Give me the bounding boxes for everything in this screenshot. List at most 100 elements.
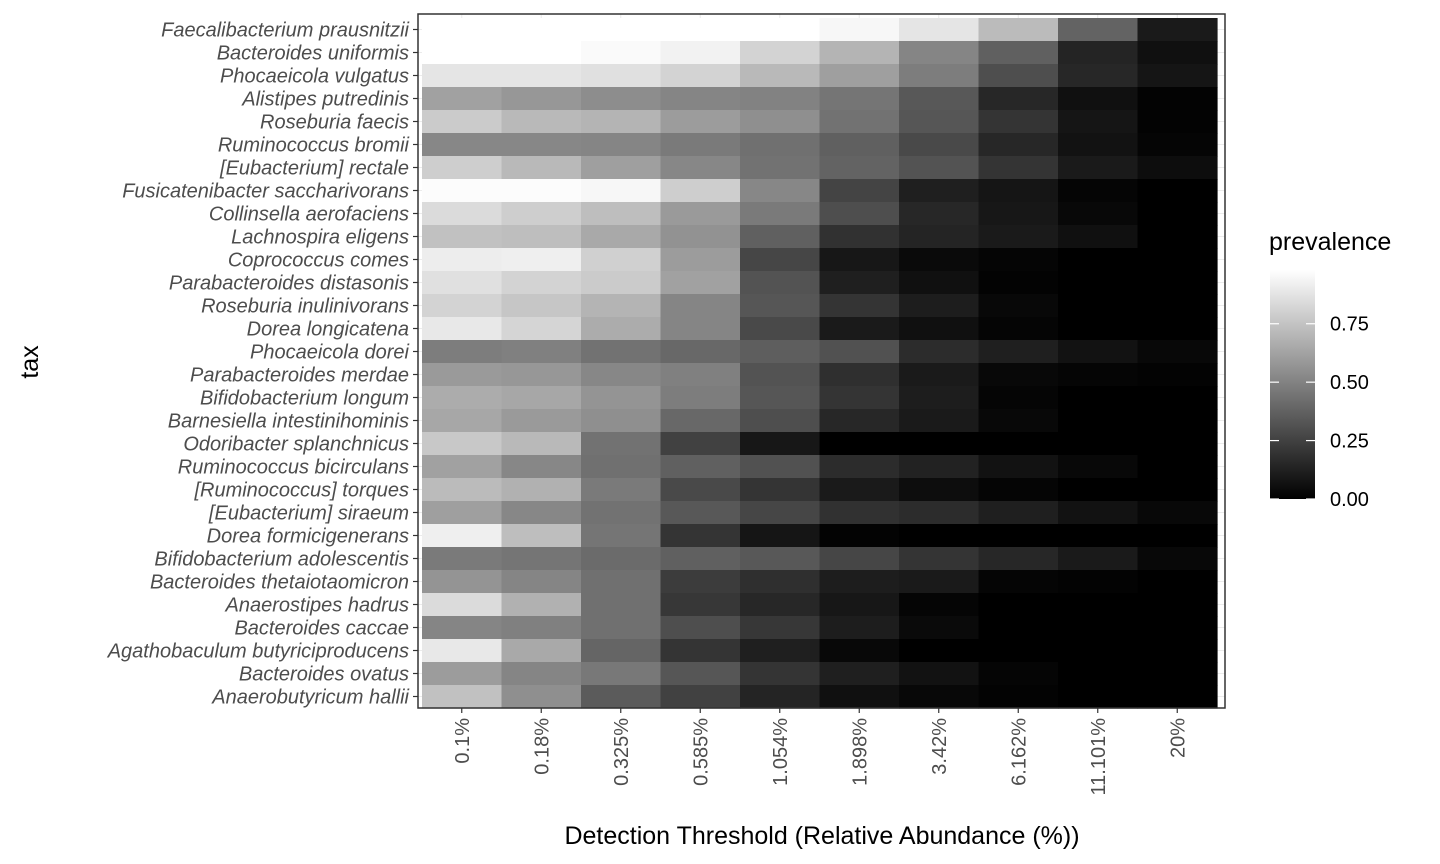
legend-ticks: 0.00 0.25 0.50 0.75	[1270, 314, 1369, 511]
heatmap-cell	[1058, 156, 1139, 180]
heatmap-cell	[819, 409, 900, 433]
heatmap-cell	[581, 156, 662, 180]
x-axis-title: Detection Threshold (Relative Abundance …	[564, 822, 1079, 850]
heatmap-cell	[740, 64, 821, 88]
x-axis: 0.1% 0.18% 0.325% 0.585% 1.054% 1.898% 3.42% 6.…	[452, 708, 1189, 795]
heatmap-cell	[660, 18, 741, 42]
heatmap-cell	[740, 593, 821, 617]
heatmap-cell	[1058, 133, 1139, 157]
heatmap-cell	[501, 41, 582, 65]
heatmap-cell	[899, 478, 980, 502]
heatmap-cell	[740, 248, 821, 272]
heatmap-cell	[740, 363, 821, 387]
heatmap-cell	[978, 133, 1059, 157]
heatmap-cell	[501, 317, 582, 341]
heatmap-cell	[899, 455, 980, 479]
heatmap-cell	[1137, 432, 1218, 456]
heatmap-cell	[422, 432, 503, 456]
heatmap-cell	[740, 41, 821, 65]
heatmap-cells	[422, 18, 1218, 709]
heatmap-cell	[819, 133, 900, 157]
heatmap-cell	[978, 202, 1059, 226]
heatmap-cell	[978, 363, 1059, 387]
heatmap-cell	[740, 685, 821, 709]
heatmap-cell	[660, 133, 741, 157]
heatmap-cell	[660, 202, 741, 226]
y-tick-label: Phocaeicola vulgatus	[220, 66, 409, 88]
heatmap-cell	[422, 110, 503, 134]
y-tick-label: Lachnospira eligens	[231, 227, 409, 249]
heatmap-cell	[899, 570, 980, 594]
heatmap-cell	[819, 110, 900, 134]
heatmap-cell	[660, 87, 741, 111]
heatmap-cell	[660, 225, 741, 249]
heatmap-cell	[740, 386, 821, 410]
heatmap-cell	[581, 570, 662, 594]
heatmap-cell	[501, 202, 582, 226]
heatmap-cell	[501, 639, 582, 663]
heatmap-cell	[581, 363, 662, 387]
y-tick-label: Dorea longicatena	[247, 319, 409, 341]
heatmap-cell	[422, 294, 503, 318]
heatmap-cell	[581, 524, 662, 548]
y-tick-label: Ruminococcus bicirculans	[178, 457, 409, 479]
heatmap-cell	[819, 685, 900, 709]
heatmap-cell	[978, 179, 1059, 203]
x-tick-label: 0.585%	[690, 718, 712, 786]
heatmap-cell	[501, 156, 582, 180]
heatmap-cell	[660, 156, 741, 180]
heatmap-cell	[899, 685, 980, 709]
heatmap-cell	[978, 409, 1059, 433]
heatmap-cell	[978, 225, 1059, 249]
heatmap-cell	[899, 386, 980, 410]
y-tick-label: Bifidobacterium adolescentis	[154, 549, 409, 571]
heatmap-cell	[501, 340, 582, 364]
heatmap-cell	[740, 271, 821, 295]
y-tick-label: Bacteroides caccae	[234, 618, 409, 640]
heatmap-cell	[581, 294, 662, 318]
heatmap-cell	[422, 133, 503, 157]
heatmap-cell	[899, 593, 980, 617]
heatmap-cell	[501, 432, 582, 456]
heatmap-cell	[978, 616, 1059, 640]
heatmap-cell	[978, 248, 1059, 272]
heatmap-cell	[660, 64, 741, 88]
heatmap-cell	[978, 478, 1059, 502]
heatmap-cell	[422, 317, 503, 341]
heatmap-cell	[899, 547, 980, 571]
heatmap-cell	[581, 639, 662, 663]
heatmap-cell	[1137, 616, 1218, 640]
heatmap-cell	[660, 386, 741, 410]
heatmap-cell	[581, 340, 662, 364]
heatmap-cell	[501, 524, 582, 548]
y-tick-label: Odoribacter splanchnicus	[183, 434, 409, 456]
heatmap-cell	[501, 455, 582, 479]
heatmap-cell	[899, 64, 980, 88]
heatmap-cell	[422, 685, 503, 709]
heatmap-cell	[819, 662, 900, 686]
heatmap-cell	[660, 524, 741, 548]
heatmap-cell	[581, 110, 662, 134]
heatmap-cell	[1137, 524, 1218, 548]
heatmap-cell	[422, 156, 503, 180]
heatmap-cell	[740, 662, 821, 686]
x-tick-label: 1.898%	[849, 718, 871, 786]
heatmap-cell	[1058, 18, 1139, 42]
heatmap-cell	[581, 179, 662, 203]
heatmap-cell	[501, 64, 582, 88]
heatmap-cell	[660, 409, 741, 433]
y-tick-label: Parabacteroides distasonis	[169, 273, 409, 295]
heatmap-cell	[501, 547, 582, 571]
heatmap-cell	[501, 616, 582, 640]
heatmap-cell	[422, 639, 503, 663]
heatmap-cell	[581, 133, 662, 157]
heatmap-cell	[422, 340, 503, 364]
heatmap-cell	[899, 294, 980, 318]
heatmap-cell	[1137, 547, 1218, 571]
heatmap-cell	[899, 363, 980, 387]
heatmap-cell	[1058, 41, 1139, 65]
heatmap-cell	[1058, 524, 1139, 548]
heatmap-cell	[1058, 202, 1139, 226]
heatmap-cell	[740, 478, 821, 502]
heatmap-cell	[660, 570, 741, 594]
